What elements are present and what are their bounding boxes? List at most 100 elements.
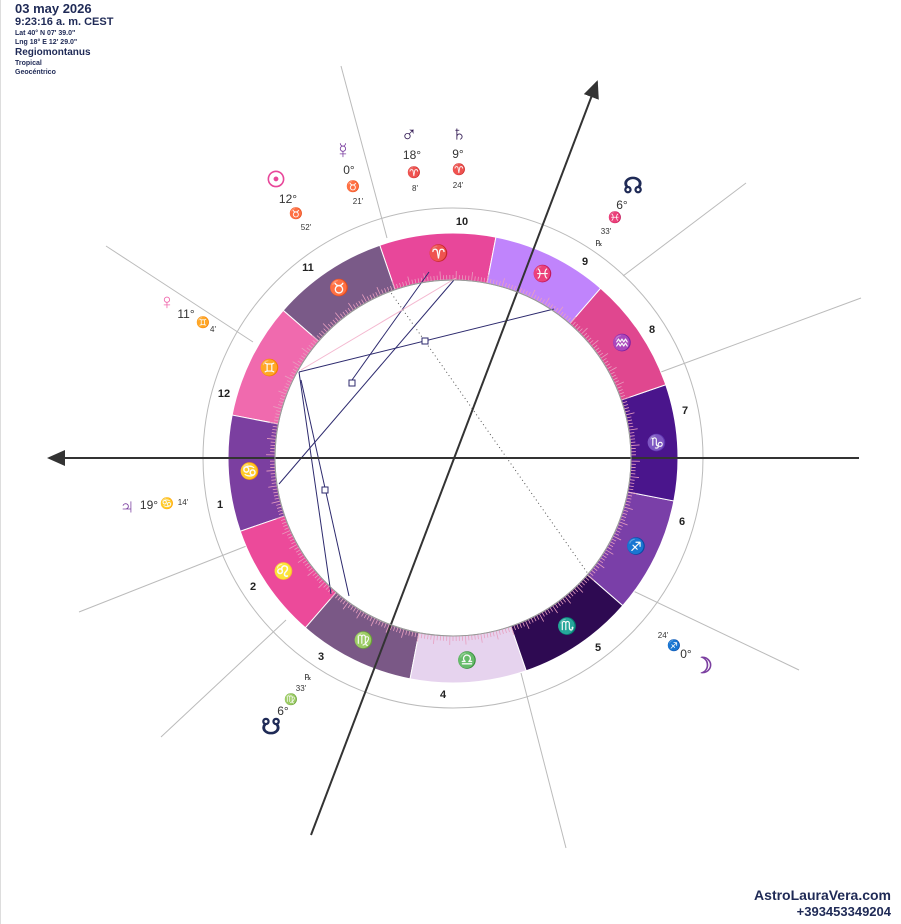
degree-tick — [628, 425, 634, 428]
degree-tick — [282, 530, 291, 535]
degree-tick — [366, 296, 370, 302]
degree-tick — [617, 524, 623, 527]
degree-tick — [302, 559, 308, 564]
sign-glyph: ♉ — [329, 278, 349, 297]
degree-tick — [280, 395, 286, 398]
degree-tick — [310, 342, 315, 347]
degree-tick — [624, 503, 630, 506]
degree-tick — [609, 371, 615, 375]
degree-tick — [430, 276, 432, 282]
degree-tick — [361, 299, 365, 305]
sign-glyph: ♐ — [626, 537, 646, 556]
degree-tick — [384, 288, 387, 294]
degree-tick — [276, 515, 285, 520]
degree-tick — [501, 628, 504, 635]
planet-minutes: 8' — [412, 184, 418, 193]
degree-tick — [546, 302, 551, 308]
degree-tick — [629, 435, 635, 437]
degree-tick — [355, 302, 360, 308]
degree-tick — [495, 630, 499, 640]
degree-tick — [376, 287, 381, 296]
degree-tick — [626, 497, 632, 500]
degree-tick — [420, 633, 423, 639]
sign-glyph: ♑ — [647, 433, 667, 452]
degree-tick — [578, 583, 583, 588]
degree-tick — [342, 599, 347, 605]
degree-tick — [439, 271, 441, 281]
degree-tick — [405, 281, 408, 287]
degree-tick — [402, 281, 405, 288]
degree-tick — [318, 332, 324, 337]
degree-tick — [536, 296, 540, 302]
degree-tick — [504, 628, 507, 634]
degree-tick — [600, 557, 605, 561]
house-number: 11 — [302, 262, 314, 274]
planet-sign: ♋ — [160, 497, 174, 510]
degree-tick — [492, 279, 495, 285]
degree-tick — [629, 482, 635, 484]
degree-tick — [284, 527, 290, 530]
degree-tick — [606, 366, 612, 370]
planet-degree: 18° — [403, 148, 421, 162]
degree-tick — [507, 627, 510, 633]
degree-tick — [407, 276, 411, 286]
degree-tick — [330, 321, 335, 326]
degree-tick — [625, 500, 631, 503]
degree-tick — [513, 625, 516, 631]
degree-tick — [321, 330, 326, 335]
planet-minutes: 14' — [178, 498, 189, 507]
degree-tick — [593, 567, 598, 571]
sign-glyph: ♊ — [260, 358, 280, 377]
degree-tick — [513, 285, 516, 291]
degree-tick — [312, 572, 317, 576]
retrograde: ℞ — [595, 239, 602, 248]
degree-tick — [391, 281, 396, 290]
degree-tick — [562, 313, 566, 318]
degree-tick — [629, 432, 635, 434]
planet-sign: ♉ — [346, 180, 360, 193]
degree-tick — [629, 476, 640, 478]
degree-tick — [272, 488, 278, 491]
degree-tick — [302, 352, 308, 357]
degree-tick — [347, 307, 352, 313]
degree-tick — [306, 347, 312, 352]
degree-tick — [378, 620, 381, 626]
planet-sign: ♐ — [667, 639, 681, 652]
degree-tick — [423, 633, 426, 639]
degree-tick — [345, 309, 349, 315]
degree-tick — [273, 494, 279, 497]
degree-tick — [541, 611, 545, 617]
degree-tick — [598, 559, 604, 564]
degree-tick — [471, 271, 473, 282]
degree-tick — [538, 613, 545, 622]
degree-tick — [277, 404, 283, 407]
degree-tick — [627, 494, 633, 497]
degree-tick — [527, 619, 531, 625]
degree-tick — [474, 634, 476, 640]
degree-tick — [266, 438, 277, 440]
degree-tick — [284, 375, 294, 381]
degree-tick — [510, 284, 513, 290]
planet-degree: 12° — [279, 192, 297, 206]
degree-tick — [322, 323, 330, 331]
degree-tick — [312, 340, 317, 344]
degree-tick — [411, 631, 414, 637]
degree-tick — [350, 605, 354, 610]
degree-tick — [271, 435, 277, 437]
planet-minutes: 21' — [353, 197, 364, 206]
degree-tick — [507, 283, 510, 289]
inner-edge — [274, 279, 632, 637]
degree-tick — [620, 518, 626, 521]
degree-tick — [335, 594, 339, 599]
degree-tick — [352, 304, 357, 309]
degree-tick — [474, 276, 476, 282]
house-number: 12 — [218, 388, 230, 400]
degree-tick — [384, 622, 387, 628]
degree-tick — [277, 509, 283, 512]
degree-tick — [375, 619, 379, 625]
degree-tick — [602, 554, 607, 559]
planet-degree: 6° — [616, 198, 628, 212]
house-number: 1 — [217, 499, 223, 511]
degree-tick — [616, 386, 622, 389]
degree-tick — [272, 428, 278, 431]
